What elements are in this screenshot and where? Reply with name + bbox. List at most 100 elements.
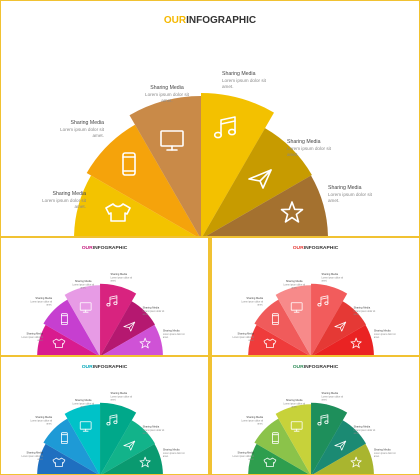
- label-line-1: Lorem ipsum dolor sit: [354, 310, 376, 313]
- fan-wedge-2: [254, 418, 311, 474]
- label-title: Sharing Media: [222, 71, 256, 77]
- paper-plane-icon: [334, 321, 347, 332]
- fan-wedge-4: [311, 283, 348, 355]
- label-line-2: amet.: [110, 279, 116, 282]
- label-title: Sharing Media: [163, 329, 180, 333]
- title-main: INFOGRAPHIC: [93, 245, 128, 251]
- label-line-1: Lorem ipsum dolor sit: [283, 402, 305, 405]
- label-line-1: Lorem ipsum dolor sit: [21, 455, 43, 458]
- label-line-2: amet.: [321, 398, 327, 401]
- label-title: Sharing Media: [354, 306, 371, 310]
- label-line-1: Lorem ipsum dolor sit: [328, 192, 373, 197]
- title-main: INFOGRAPHIC: [186, 15, 256, 26]
- label-line-1: Lorem ipsum dolor sit: [30, 301, 52, 304]
- label-title: Sharing Media: [374, 329, 391, 333]
- tshirt-icon: [52, 457, 66, 467]
- label-line-2: amet.: [248, 458, 254, 461]
- title-prefix: OUR: [82, 245, 93, 251]
- star-icon: [139, 337, 151, 349]
- label-title: Sharing Media: [27, 332, 44, 336]
- label-line-2: amet.: [354, 313, 360, 316]
- label-line-2: amet.: [287, 152, 299, 157]
- slide-title: OURINFOGRAPHIC: [82, 245, 128, 251]
- music-note-icon: [106, 414, 118, 426]
- label-line-1: Lorem ipsum dolor sit: [21, 336, 43, 339]
- label-line-2: amet.: [257, 304, 263, 307]
- music-note-icon: [106, 295, 118, 307]
- label-line-1: Lorem ipsum dolor sit: [283, 283, 305, 286]
- label-line-2: amet.: [248, 339, 254, 342]
- label-line-1: Lorem ipsum dolor sit: [321, 395, 343, 398]
- slide-magenta: OURINFOGRAPHIC Sharing Media Lorem ipsum d…: [1, 238, 208, 355]
- monitor-icon: [290, 302, 303, 313]
- label-title: Sharing Media: [286, 279, 303, 283]
- monitor-icon: [160, 130, 184, 151]
- label-line-2: amet.: [328, 198, 340, 203]
- fan-wedge-1: [37, 443, 98, 474]
- label-line-1: Lorem ipsum dolor sit: [232, 455, 254, 458]
- label-line-1: Lorem ipsum dolor sit: [222, 78, 267, 83]
- label-title: Sharing Media: [53, 191, 87, 197]
- label-title: Sharing Media: [75, 279, 92, 283]
- paper-plane-icon: [123, 321, 136, 332]
- tshirt-icon: [52, 338, 66, 348]
- monitor-icon: [290, 421, 303, 432]
- slide-title: OURINFOGRAPHIC: [293, 245, 339, 251]
- label-line-2: amet.: [75, 204, 87, 209]
- label-title: Sharing Media: [321, 391, 338, 395]
- slide-title: OURINFOGRAPHIC: [293, 364, 339, 370]
- label-title: Sharing Media: [163, 448, 180, 452]
- label-line-2: amet.: [93, 133, 105, 138]
- label-line-2: amet.: [374, 455, 380, 458]
- label-line-1: Lorem ipsum dolor sit: [145, 92, 190, 97]
- label-title: Sharing Media: [246, 296, 263, 300]
- label-line-1: Lorem ipsum dolor sit: [287, 146, 332, 151]
- label-line-2: amet.: [161, 98, 173, 103]
- label-line-2: amet.: [46, 423, 52, 426]
- fan-wedge-1: [248, 443, 309, 474]
- label-line-2: amet.: [354, 432, 360, 435]
- fan-wedge-4: [201, 93, 274, 236]
- label-line-1: Lorem ipsum dolor sit: [30, 420, 52, 423]
- slide-green: OURINFOGRAPHIC Sharing Media Lorem ipsum d…: [212, 357, 419, 474]
- monitor-icon: [79, 302, 92, 313]
- slide-teal: OURINFOGRAPHIC Sharing Media Lorem ipsum d…: [1, 357, 208, 474]
- label-line-1: Lorem ipsum dolor sit: [110, 276, 132, 279]
- monitor-icon: [79, 421, 92, 432]
- label-title: Sharing Media: [238, 451, 255, 455]
- label-line-1: Lorem ipsum dolor sit: [321, 276, 343, 279]
- label-line-2: amet.: [374, 336, 380, 339]
- title-prefix: OUR: [293, 364, 304, 370]
- label-title: Sharing Media: [75, 398, 92, 402]
- label-line-2: amet.: [143, 313, 149, 316]
- tshirt-icon: [263, 338, 277, 348]
- fan-wedge-5: [100, 301, 155, 355]
- label-line-2: amet.: [257, 423, 263, 426]
- title-prefix: OUR: [82, 364, 93, 370]
- label-title: Sharing Media: [35, 296, 52, 300]
- label-line-1: Lorem ipsum dolor sit: [42, 198, 87, 203]
- label-line-1: Lorem ipsum dolor sit: [354, 429, 376, 432]
- fan-wedge-1: [74, 175, 196, 236]
- label-line-1: Lorem ipsum dolor sit: [374, 452, 396, 455]
- fan-wedge-4: [311, 402, 348, 474]
- fan-wedge-2: [86, 124, 200, 236]
- title-main: INFOGRAPHIC: [93, 364, 128, 370]
- paper-plane-icon: [334, 440, 347, 451]
- fan-wedge-2: [254, 299, 311, 355]
- smartphone-icon: [122, 152, 136, 176]
